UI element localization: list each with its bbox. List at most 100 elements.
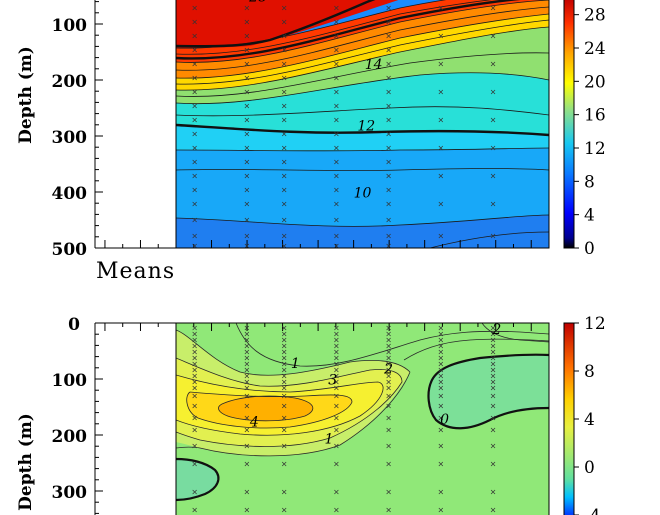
top-ytick-label: 100 [52,16,88,36]
sample-marker [281,173,287,179]
sample-marker [438,61,444,67]
sample-marker [244,201,250,207]
sample-marker [386,337,391,343]
bottom-contour-labels: 1 3 2 4 1 0 2 [249,322,501,447]
sample-marker [244,61,250,67]
bottom-contours [176,323,549,457]
top-plot-area [176,0,549,248]
sample-marker [438,201,444,207]
sample-marker [386,217,391,223]
sample-marker [334,393,339,399]
sample-marker [386,61,391,67]
sample-marker [192,159,197,165]
sample-marker [244,47,250,53]
sample-marker [490,337,496,343]
sample-marker [334,361,339,367]
sample-marker [386,349,391,355]
sample-marker [192,117,197,123]
sample-marker [192,187,197,193]
sample-marker [334,367,339,373]
sample-marker [192,145,197,151]
sample-marker [386,19,391,25]
sample-marker [192,427,197,433]
sample-marker [438,145,444,151]
sample-marker [244,33,250,39]
sample-marker [281,489,287,495]
sample-marker [281,217,287,223]
sample-marker [386,75,391,81]
sample-marker [386,117,391,123]
sample-marker [334,325,339,331]
sample-marker [192,243,197,249]
sample-marker [244,103,250,109]
sample-marker [386,103,391,109]
sample-marker [438,349,444,355]
sample-marker [244,507,250,513]
sample-marker [386,507,391,513]
sample-marker [438,325,444,331]
sample-marker [281,117,287,123]
colorbar-tick-label: 24 [584,39,606,59]
sample-marker [244,217,250,223]
bottom-plot-area [176,323,549,515]
sample-marker [386,443,391,449]
sample-marker [386,427,391,433]
sample-marker [438,385,444,391]
sample-marker [334,131,339,137]
sample-marker [281,415,287,421]
sample-marker [244,379,250,385]
sample-marker [244,173,250,179]
sample-marker [281,89,287,95]
sample-marker [490,443,496,449]
sample-marker [490,367,496,373]
colorbar-tick-label: 12 [584,139,606,159]
sample-marker [192,361,197,367]
sample-marker [490,507,496,513]
sample-marker [386,355,391,361]
top-thick-contours [176,0,549,137]
sample-marker [244,367,250,373]
sample-marker [244,461,250,467]
sample-marker [192,19,197,25]
sample-marker [281,5,287,11]
sample-marker [192,403,197,409]
contour-label: 2 [491,322,501,338]
sample-marker [244,159,250,165]
sample-marker [490,427,496,433]
top-ytick-label: 200 [52,72,88,92]
sample-marker [438,443,444,449]
sample-marker [244,349,250,355]
sample-marker [334,103,339,109]
sample-marker [490,489,496,495]
sample-marker [334,489,339,495]
sample-marker [334,75,339,81]
sample-marker [192,373,197,379]
top-contours [176,0,549,248]
top-x-ticks [104,240,550,248]
band-neg-left [176,459,219,500]
band-gt-4 [218,396,313,421]
contour-label: 12 [357,118,375,134]
sample-marker [281,461,287,467]
sample-marker [244,5,250,11]
sample-marker [192,5,197,11]
sample-marker [192,367,197,373]
sample-marker [244,89,250,95]
sample-marker [386,233,391,239]
sample-marker [386,403,391,409]
sample-marker [192,415,197,421]
sample-marker [192,443,197,449]
sample-marker [334,47,339,53]
sample-marker [281,159,287,165]
sample-marker [490,33,496,39]
sample-marker [386,173,391,179]
top-y-ticks [95,1,103,249]
sample-marker [386,159,391,165]
sample-marker [490,361,496,367]
sample-marker [192,325,197,331]
sample-marker [281,145,287,151]
sample-marker [192,103,197,109]
sample-marker [438,367,444,373]
bottom-y-axis-title: Depth (m) [16,413,36,511]
